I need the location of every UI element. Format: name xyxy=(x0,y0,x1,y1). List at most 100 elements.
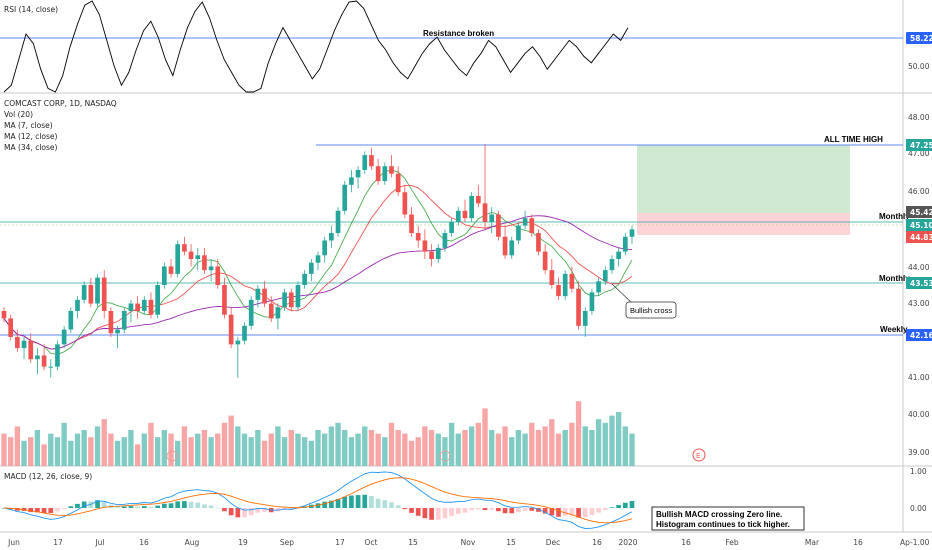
macd-histogram-bar xyxy=(415,508,421,516)
volume-bar xyxy=(161,430,168,466)
macd-histogram-bar xyxy=(222,508,227,512)
candle-body xyxy=(28,340,34,360)
candle-body xyxy=(589,292,595,311)
volume-bar xyxy=(629,433,635,466)
macd-histogram-bar xyxy=(422,508,428,519)
candle-body xyxy=(422,240,428,252)
volume-bars xyxy=(1,401,635,466)
volume-bar xyxy=(295,433,301,466)
volume-bar xyxy=(428,430,435,466)
svg-text:43.53: 43.53 xyxy=(910,279,932,288)
macd-histogram-bar xyxy=(81,501,87,508)
volume-bar xyxy=(94,426,101,466)
earnings-marker[interactable] xyxy=(439,450,451,462)
macd-histogram-bar xyxy=(449,508,454,517)
volume-bar xyxy=(529,422,535,466)
volume-bar xyxy=(175,440,181,466)
volume-bar xyxy=(442,437,448,466)
macd-histogram-bar xyxy=(442,508,448,519)
earnings-marker[interactable] xyxy=(692,448,706,462)
candle-body xyxy=(596,281,601,293)
svg-text:42.16: 42.16 xyxy=(910,331,932,340)
candle-body xyxy=(622,236,628,252)
candle-body xyxy=(242,325,247,341)
candle-body xyxy=(8,318,14,337)
candle-body xyxy=(409,214,414,234)
macd-histogram-bar xyxy=(28,508,34,513)
candle-body xyxy=(322,240,328,256)
macd-note-box xyxy=(651,506,805,531)
candle-body xyxy=(202,255,207,271)
volume-bar xyxy=(81,430,87,466)
macd-histogram-bar xyxy=(462,508,468,513)
volume-bar xyxy=(128,430,134,466)
macd-histogram-bar xyxy=(469,508,474,511)
candle-body xyxy=(582,310,588,326)
candle-body xyxy=(55,344,60,367)
volume-bar xyxy=(208,437,214,466)
candle-body xyxy=(342,184,348,211)
time-axis-label: 17 xyxy=(53,538,63,547)
volume-bar xyxy=(14,426,21,466)
volume-bar xyxy=(48,433,54,466)
volume-bar xyxy=(509,437,515,466)
volume-bar xyxy=(348,437,355,466)
macd-histogram-bar xyxy=(602,508,608,510)
macd-histogram-bar xyxy=(429,508,434,520)
time-axis-label: 16 xyxy=(681,538,691,547)
macd-histogram-bar xyxy=(536,508,541,512)
candle-body xyxy=(128,303,134,311)
candle-body xyxy=(288,292,294,308)
volume-bar xyxy=(74,433,81,466)
vol-label: Vol (20) xyxy=(4,110,33,119)
macd-histogram-bar xyxy=(629,500,635,508)
time-axis-label: 16 xyxy=(853,538,863,547)
candle-body xyxy=(382,166,388,182)
ath-label: ALL TIME HIGH xyxy=(824,135,883,144)
candle-body xyxy=(329,233,334,241)
macd-histogram-bar xyxy=(589,508,595,516)
time-axis-label: Oct xyxy=(365,538,378,547)
candle-body xyxy=(148,299,154,315)
macd-tick: 0.00 xyxy=(910,504,927,513)
volume-bar xyxy=(28,437,34,466)
time-axis-label: Dec xyxy=(546,538,561,547)
volume-bar xyxy=(355,433,361,466)
volume-bar xyxy=(382,437,388,466)
candle-body xyxy=(522,218,528,226)
candle-body xyxy=(516,225,521,241)
time-axis-label: 15 xyxy=(506,538,516,547)
macd-histogram-bar xyxy=(188,501,194,508)
earnings-marker[interactable] xyxy=(166,450,178,462)
callout-text: Bullish cross xyxy=(630,306,672,315)
volume-bar xyxy=(315,430,321,466)
price-tick: 46.00 xyxy=(908,187,930,196)
volume-bar xyxy=(228,415,234,466)
macd-histogram-bar xyxy=(215,507,221,509)
volume-bar xyxy=(582,426,588,466)
macd-histogram-bar xyxy=(516,508,521,513)
signal-line xyxy=(3,477,633,524)
volume-bar xyxy=(589,430,595,466)
rsi-badge xyxy=(906,32,932,44)
macd-histogram-bar xyxy=(375,498,381,508)
macd-histogram-bar xyxy=(389,502,394,508)
weekly-label: Weekly xyxy=(880,325,908,334)
volume-bar xyxy=(375,433,381,466)
macd-note-1: Bullish MACD crossing Zero line. xyxy=(656,510,782,519)
time-axis-label: Jul xyxy=(94,538,104,547)
volume-bar xyxy=(468,426,475,466)
macd-histogram-bar xyxy=(135,506,140,508)
candle-body xyxy=(255,288,261,300)
ma7-label: MA (7, close) xyxy=(4,121,53,130)
candle-body xyxy=(68,310,74,330)
candle-body xyxy=(135,303,140,311)
volume-bar xyxy=(235,426,241,466)
candle-body xyxy=(282,292,287,308)
volume-bar xyxy=(241,433,248,466)
candle-body xyxy=(335,210,341,234)
macd-histogram-bar xyxy=(482,508,488,510)
macd-histogram-bar xyxy=(68,506,74,508)
macd-histogram-bar xyxy=(395,505,401,508)
